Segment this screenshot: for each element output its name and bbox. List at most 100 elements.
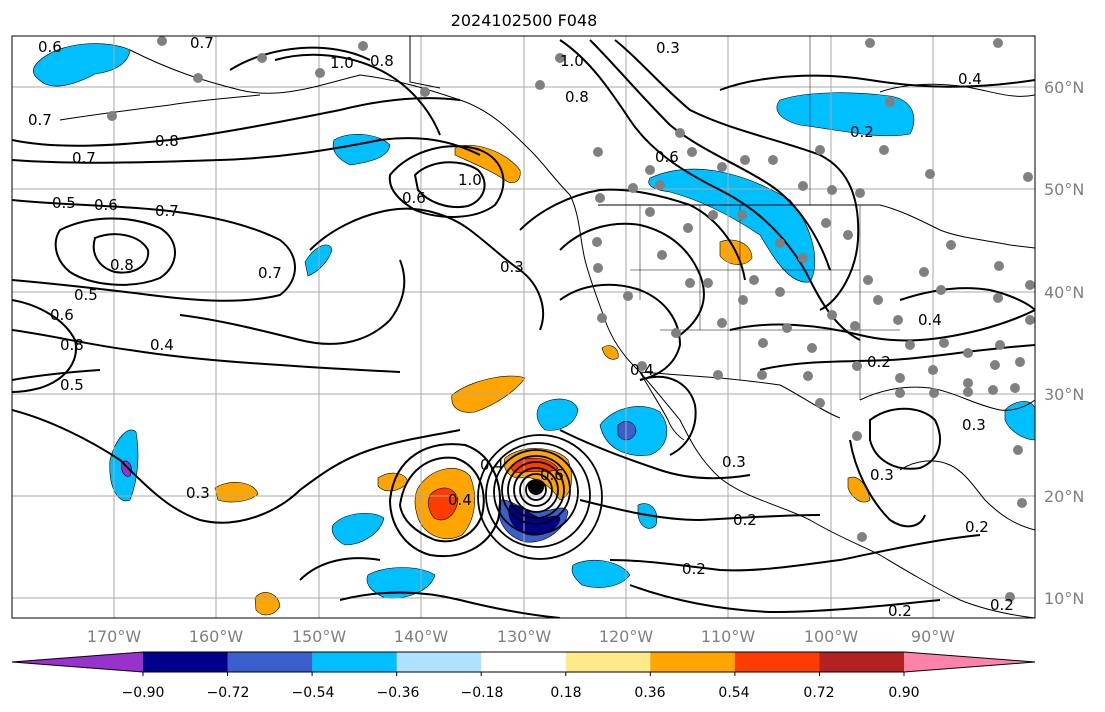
colorbar-segment (227, 652, 313, 672)
contour-line (899, 287, 1035, 311)
shade-patch (32, 43, 131, 87)
lat-tick-label: 10°N (1044, 589, 1084, 608)
contour-label: 0.4 (150, 336, 174, 354)
border-states (630, 36, 900, 400)
contour-line (413, 161, 486, 208)
lon-tick-label: 110°W (701, 627, 756, 646)
colorbar-segment (819, 652, 905, 672)
contour-label: 0.7 (28, 111, 52, 129)
shaded-fields (32, 43, 1035, 616)
shade-patch (331, 512, 385, 546)
colorbar-tick-labels: −0.90 −0.72 −0.54 −0.36 −0.18 0.18 0.36 … (122, 685, 920, 701)
contour-label: 0.3 (186, 484, 210, 502)
contour-line (92, 233, 150, 274)
colorbar-tick-label: 0.90 (888, 685, 919, 701)
contour-line (629, 584, 941, 614)
coast-gulf (859, 386, 1035, 411)
colorbar-tick-label: −0.90 (122, 685, 165, 701)
contour-label: 0.7 (190, 34, 214, 52)
map-title: 2024102500 F048 (451, 11, 598, 30)
shade-patch (214, 482, 259, 503)
contour-label: 0.3 (870, 466, 894, 484)
contour-line (12, 97, 461, 147)
contour-line (398, 456, 485, 543)
contour-label: 0.2 (733, 511, 757, 529)
contour-line (869, 407, 941, 470)
lon-tick-label: 170°W (87, 627, 142, 646)
coastlines (59, 36, 1035, 618)
contour-label: 0.3 (722, 453, 746, 471)
contour-line (309, 207, 545, 331)
contour-label: 0.2 (850, 123, 874, 141)
contour-label: 0.6 (94, 196, 118, 214)
colorbar-segment (481, 652, 567, 672)
contour-label: 1.0 (560, 52, 584, 70)
contour-label: 0.4 (630, 361, 654, 379)
contour-label: 0.3 (500, 258, 524, 276)
shade-patch (648, 168, 816, 283)
map-panel: 0.6 0.7 1.0 0.8 0.3 1.0 0.8 0.4 0.7 0.8 … (12, 34, 1035, 620)
contour-lines (12, 39, 1035, 618)
contour-label: 0.3 (656, 39, 680, 57)
contour-label: 0.4 (918, 311, 942, 329)
contour-label: 0.2 (965, 518, 989, 536)
coast-alaska (129, 49, 571, 196)
colorbar-segment (565, 652, 651, 672)
contour-line (849, 439, 926, 528)
contour-line (519, 188, 746, 281)
contour-label: 1.0 (330, 54, 354, 72)
lon-tick-label: 90°W (911, 627, 955, 646)
lat-tick-label: 60°N (1044, 78, 1084, 97)
coast-aleutians (59, 94, 261, 121)
contour-label: 0.6 (402, 189, 426, 207)
contour-line (274, 53, 441, 136)
contour-label: 0.2 (888, 602, 912, 620)
lat-tick-label: 30°N (1044, 385, 1084, 404)
contour-label: 0.8 (110, 256, 134, 274)
contour-label: 0.7 (155, 202, 179, 220)
lon-tick-label: 130°W (497, 627, 552, 646)
colorbar (11, 651, 1036, 676)
contour-line (589, 39, 831, 271)
colorbar-extend-high (904, 652, 1035, 672)
contour-line (559, 429, 751, 480)
colorbar-tick-label: 0.18 (550, 685, 581, 701)
border-alaska-canada (409, 36, 441, 89)
border-canada-us (598, 204, 1035, 249)
contour-line (299, 557, 381, 581)
contour-label: 0.4 (958, 70, 982, 88)
lon-tick-label: 120°W (599, 627, 654, 646)
station-markers (107, 36, 1035, 602)
contour-line (229, 46, 371, 71)
contour-line (388, 443, 502, 557)
shade-patch (536, 398, 579, 431)
colorbar-tick-label: 0.72 (803, 685, 834, 701)
contour-line (12, 409, 461, 524)
contour-line (12, 299, 77, 393)
colorbar-tick-label: 0.54 (718, 685, 749, 701)
contour-label: 0.7 (258, 264, 282, 282)
latitude-labels: 60°N 50°N 40°N 30°N 20°N 10°N (1044, 78, 1084, 608)
contour-line (609, 534, 981, 572)
colorbar-tick-label: −0.54 (292, 685, 335, 701)
shade-patch (454, 144, 521, 183)
border-us-mexico (639, 371, 841, 419)
lat-tick-label: 50°N (1044, 180, 1084, 199)
contour-label: 0.7 (72, 149, 96, 167)
contour-label: 0.6 (38, 38, 62, 56)
shade-patch (601, 345, 619, 360)
contour-label: 0.2 (867, 353, 891, 371)
contour-line (559, 222, 705, 336)
lon-tick-label: 150°W (292, 627, 347, 646)
contour-line (12, 369, 101, 381)
longitude-labels: 170°W 160°W 150°W 140°W 130°W 120°W 110°… (87, 627, 955, 646)
contour-line (54, 217, 176, 286)
map-frame (11, 35, 1036, 619)
colorbar-tick-label: −0.18 (461, 685, 504, 701)
contour-line (559, 39, 861, 341)
colorbar-tick-label: 0.36 (634, 685, 665, 701)
shade-patch (571, 559, 631, 588)
contour-label: 0.8 (60, 336, 84, 354)
shade-patch (1004, 401, 1035, 441)
colorbar-tick-label: −0.36 (377, 685, 420, 701)
